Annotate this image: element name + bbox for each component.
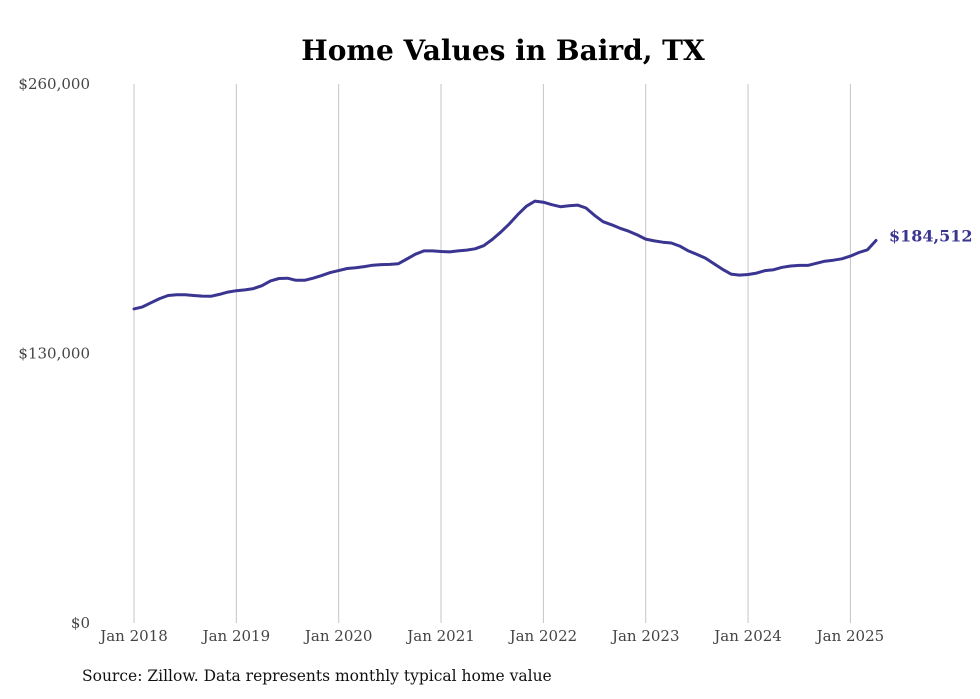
y-axis-ticks: $0 $130,000 $260,000: [18, 75, 90, 632]
x-tick-label: Jan 2025: [815, 627, 885, 645]
y-tick-label: $130,000: [18, 345, 90, 363]
y-tick-label: $260,000: [18, 75, 90, 93]
x-tick-label: Jan 2021: [405, 627, 475, 645]
series-line: [132, 199, 878, 311]
x-tick-label: Jan 2023: [610, 627, 680, 645]
source-note: Source: Zillow. Data represents monthly …: [82, 667, 552, 685]
gridlines: [133, 84, 851, 623]
x-axis-ticks: Jan 2018 Jan 2019 Jan 2020 Jan 2021 Jan 2022…: [98, 627, 884, 645]
x-tick-label: Jan 2019: [201, 627, 271, 645]
x-tick-label: Jan 2018: [98, 627, 168, 645]
x-tick-label: Jan 2020: [303, 627, 373, 645]
chart-title: Home Values in Baird, TX: [301, 34, 705, 67]
x-tick-label: Jan 2024: [712, 627, 782, 645]
y-tick-label: $0: [71, 614, 90, 632]
end-value-label: $184,512: [889, 227, 973, 246]
x-tick-label: Jan 2022: [508, 627, 578, 645]
